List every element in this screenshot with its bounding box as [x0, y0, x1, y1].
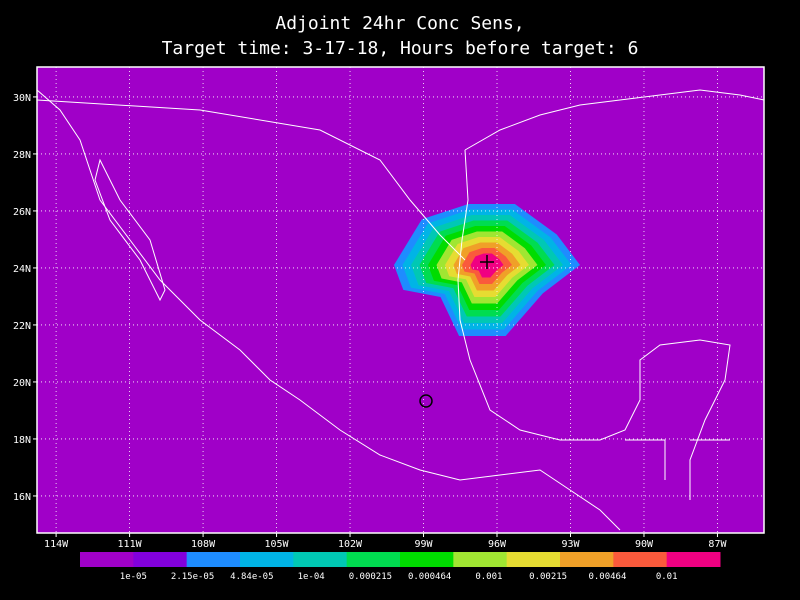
- y-tick-label: 26N: [13, 207, 31, 218]
- target-marker: [480, 255, 494, 269]
- colorbar-label: 2.15e-05: [171, 572, 214, 582]
- y-tick-label: 16N: [13, 492, 31, 503]
- x-tick-label: 108W: [191, 539, 216, 550]
- x-tick-label: 99W: [414, 539, 433, 550]
- colorbar-label: 1e-04: [298, 572, 325, 582]
- colorbar-label: 0.001: [475, 572, 502, 582]
- map-area: [37, 67, 764, 533]
- x-tick-label: 114W: [44, 539, 69, 550]
- y-tick-label: 28N: [13, 150, 31, 161]
- colorbar-swatch: [346, 552, 401, 567]
- colorbar: 1e-05 2.15e-05 4.84e-05 1e-04 0.000215 0.0004…: [80, 552, 721, 582]
- colorbar-swatch: [186, 552, 241, 567]
- colorbar-swatch: [133, 552, 188, 567]
- colorbar-label: 0.01: [656, 572, 678, 582]
- x-tick-label: 102W: [338, 539, 363, 550]
- y-tick-label: 18N: [13, 435, 31, 446]
- x-tick-label: 111W: [118, 539, 143, 550]
- source-marker: [419, 394, 433, 408]
- x-tick-label: 96W: [488, 539, 507, 550]
- colorbar-label: 0.00464: [588, 572, 626, 582]
- x-tick-label: 105W: [265, 539, 290, 550]
- colorbar-swatch: [613, 552, 668, 567]
- x-tick-label: 90W: [635, 539, 654, 550]
- colorbar-swatch: [666, 552, 721, 567]
- colorbar-swatch: [560, 552, 614, 567]
- y-tick-label: 20N: [13, 378, 31, 389]
- colorbar-label: 1e-05: [120, 572, 147, 582]
- map-frame: [36, 66, 765, 534]
- colorbar-label: 0.000464: [408, 572, 451, 582]
- x-tick-label: 93W: [561, 539, 580, 550]
- y-tick-label: 24N: [13, 264, 31, 275]
- colorbar-swatch: [293, 552, 348, 567]
- title-line-1: Adjoint 24hr Conc Sens,: [275, 13, 524, 34]
- colorbar-label: 4.84e-05: [230, 572, 273, 582]
- colorbar-swatch: [506, 552, 561, 567]
- colorbar-label: 0.000215: [349, 572, 392, 582]
- colorbar-swatch: [240, 552, 294, 567]
- grid: [37, 67, 764, 533]
- title-line-2: Target time: 3-17-18, Hours before targe…: [162, 38, 639, 59]
- y-tick-label: 22N: [13, 321, 31, 332]
- colorbar-swatch: [453, 552, 508, 567]
- colorbar-label: 0.00215: [529, 572, 567, 582]
- y-tick-label: 30N: [13, 93, 31, 104]
- x-tick-label: 87W: [708, 539, 727, 550]
- coastlines: [36, 89, 765, 531]
- colorbar-swatch: [400, 552, 454, 567]
- colorbar-swatch: [80, 552, 134, 567]
